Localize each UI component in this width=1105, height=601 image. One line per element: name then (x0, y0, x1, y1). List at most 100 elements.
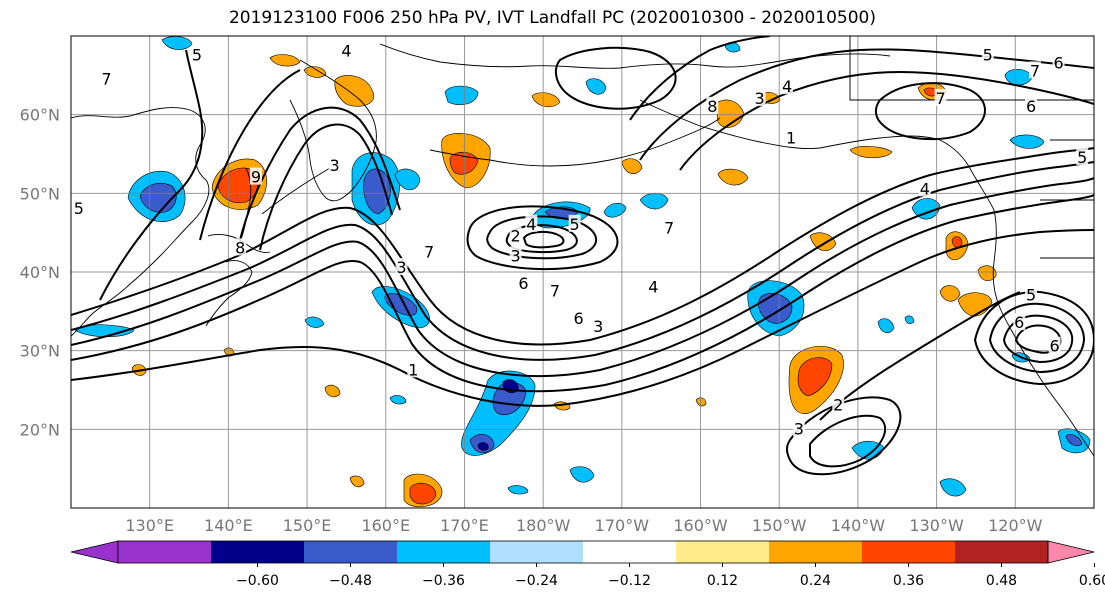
lat-tick-label: 60°N (20, 106, 60, 125)
contour-label: 3 (593, 317, 603, 336)
contour-jet-4 (71, 194, 1094, 393)
contour-label-bg (1076, 147, 1089, 165)
contour-northeast-3 (629, 36, 771, 121)
contour-label-bg (981, 45, 994, 63)
contour-label-bg (572, 309, 585, 327)
contour-label-bg (249, 167, 262, 185)
longitude-labels: 130°E 140°E 150°E 160°E 170°E 180°W 170°W 160°W… (125, 516, 1042, 535)
contour-label-bg (706, 96, 719, 114)
contour-label-bg (1052, 53, 1065, 71)
colorbar-bin (304, 541, 398, 563)
colorbar-tick-label: −0.36 (422, 573, 465, 589)
contour-label-bg (190, 45, 203, 63)
lon-tick-label: 160°E (361, 516, 410, 535)
contour-northeast-1 (639, 48, 1094, 161)
contour-label: 3 (794, 419, 804, 438)
lon-tick-label: 140°W (831, 516, 886, 535)
contour-label-bg (509, 246, 522, 264)
contour-label: 7 (424, 242, 434, 261)
lon-tick-label: 130°W (909, 516, 964, 535)
contour-label: 6 (1050, 337, 1060, 356)
contour-label-bg (1028, 61, 1041, 79)
contour-pv-nw-1 (239, 106, 401, 241)
contour-pv-nw-3 (199, 69, 301, 241)
contour-label-bg (525, 214, 538, 232)
contour-label-bg (423, 242, 436, 260)
contour-label-bg (934, 88, 947, 106)
coast-alaska (639, 99, 995, 211)
contour-label-bg (72, 199, 85, 217)
colorbar-bin (583, 541, 677, 563)
contour-label-bg (832, 395, 845, 413)
colorbar-tick-label: 0.36 (893, 573, 924, 589)
colorbar-bin (397, 541, 491, 563)
contour-jet-2 (71, 161, 1094, 361)
colorbar-outline (117, 540, 1049, 564)
contour-label-bg (792, 419, 805, 437)
colorbar-tick-label: −0.48 (329, 573, 372, 589)
contour-label-bg (328, 155, 341, 173)
contour-label-bg (568, 214, 581, 232)
colorbar-bin (955, 541, 1049, 563)
contour-label: 6 (518, 274, 528, 293)
contour-label: 5 (570, 215, 580, 234)
contour-label-bg (234, 238, 247, 256)
positive-anomaly-south (131, 347, 707, 508)
contour-label: 7 (935, 89, 945, 108)
contour-label-bg (1025, 96, 1038, 114)
contour-label-bg (340, 41, 353, 59)
contour-label: 4 (782, 77, 792, 96)
colorbar-tick-label: −0.24 (515, 573, 558, 589)
contour-label-bg (548, 281, 561, 299)
contour-east-vortex-2 (988, 302, 1086, 374)
lon-tick-label: 120°W (988, 516, 1043, 535)
contour-label: 5 (192, 46, 202, 65)
contour-label: 5 (983, 46, 993, 65)
contour-label: 8 (235, 238, 245, 257)
contour-label: 9 (251, 168, 261, 187)
colorbar-tick-label: 0.12 (707, 573, 738, 589)
contour-outer-south (71, 229, 1094, 407)
latitude-labels: 60°N 50°N 40°N 30°N 20°N (20, 106, 60, 440)
lat-tick-label: 50°N (20, 184, 60, 203)
lon-tick-label: 170°E (440, 516, 489, 535)
colorbar-bin (211, 541, 305, 563)
contour-label: 4 (341, 42, 351, 61)
contour-label-bg (785, 128, 798, 146)
contour-se-arc (819, 291, 1021, 421)
contour-label: 1 (786, 128, 796, 147)
negative-anomaly-japan-sea (127, 170, 186, 223)
contour-label: 3 (754, 89, 764, 108)
gridlines (71, 36, 1094, 508)
contour-label: 1 (408, 360, 418, 379)
colorbar-bin (676, 541, 770, 563)
lat-tick-label: 30°N (20, 342, 60, 361)
contour-ring-central-1 (466, 205, 619, 271)
contour-ring-central-4 (522, 230, 565, 249)
contour-ring-sw-inner (809, 414, 887, 468)
contour-label: 5 (1026, 286, 1036, 305)
colorbar-tick-label: −0.60 (236, 573, 279, 589)
contour-label: 4 (526, 215, 536, 234)
contour-label-bg (663, 218, 676, 236)
colorbar-tick-label: 0.48 (986, 573, 1017, 589)
coast-kamchatka (289, 59, 377, 202)
colorbar-tick-label: 0.24 (800, 573, 831, 589)
colorbar-bin (490, 541, 584, 563)
contour-label: 2 (511, 227, 521, 246)
lon-tick-label: 180°W (516, 516, 571, 535)
negative-anomaly-kamchatka (351, 152, 421, 226)
colorbar (70, 540, 1095, 564)
contour-ring-sw (786, 396, 902, 476)
contour-label-bg (647, 277, 660, 295)
map-title: 2019123100 F006 250 hPa PV, IVT Landfall… (228, 8, 876, 28)
contour-label: 3 (511, 246, 521, 265)
lon-tick-label: 140°E (204, 516, 253, 535)
contour-label: 8 (707, 97, 717, 116)
lon-tick-label: 150°W (752, 516, 807, 535)
contour-label: 6 (573, 309, 583, 328)
colorbar-bin (118, 541, 212, 563)
contour-label-bg (918, 179, 931, 197)
